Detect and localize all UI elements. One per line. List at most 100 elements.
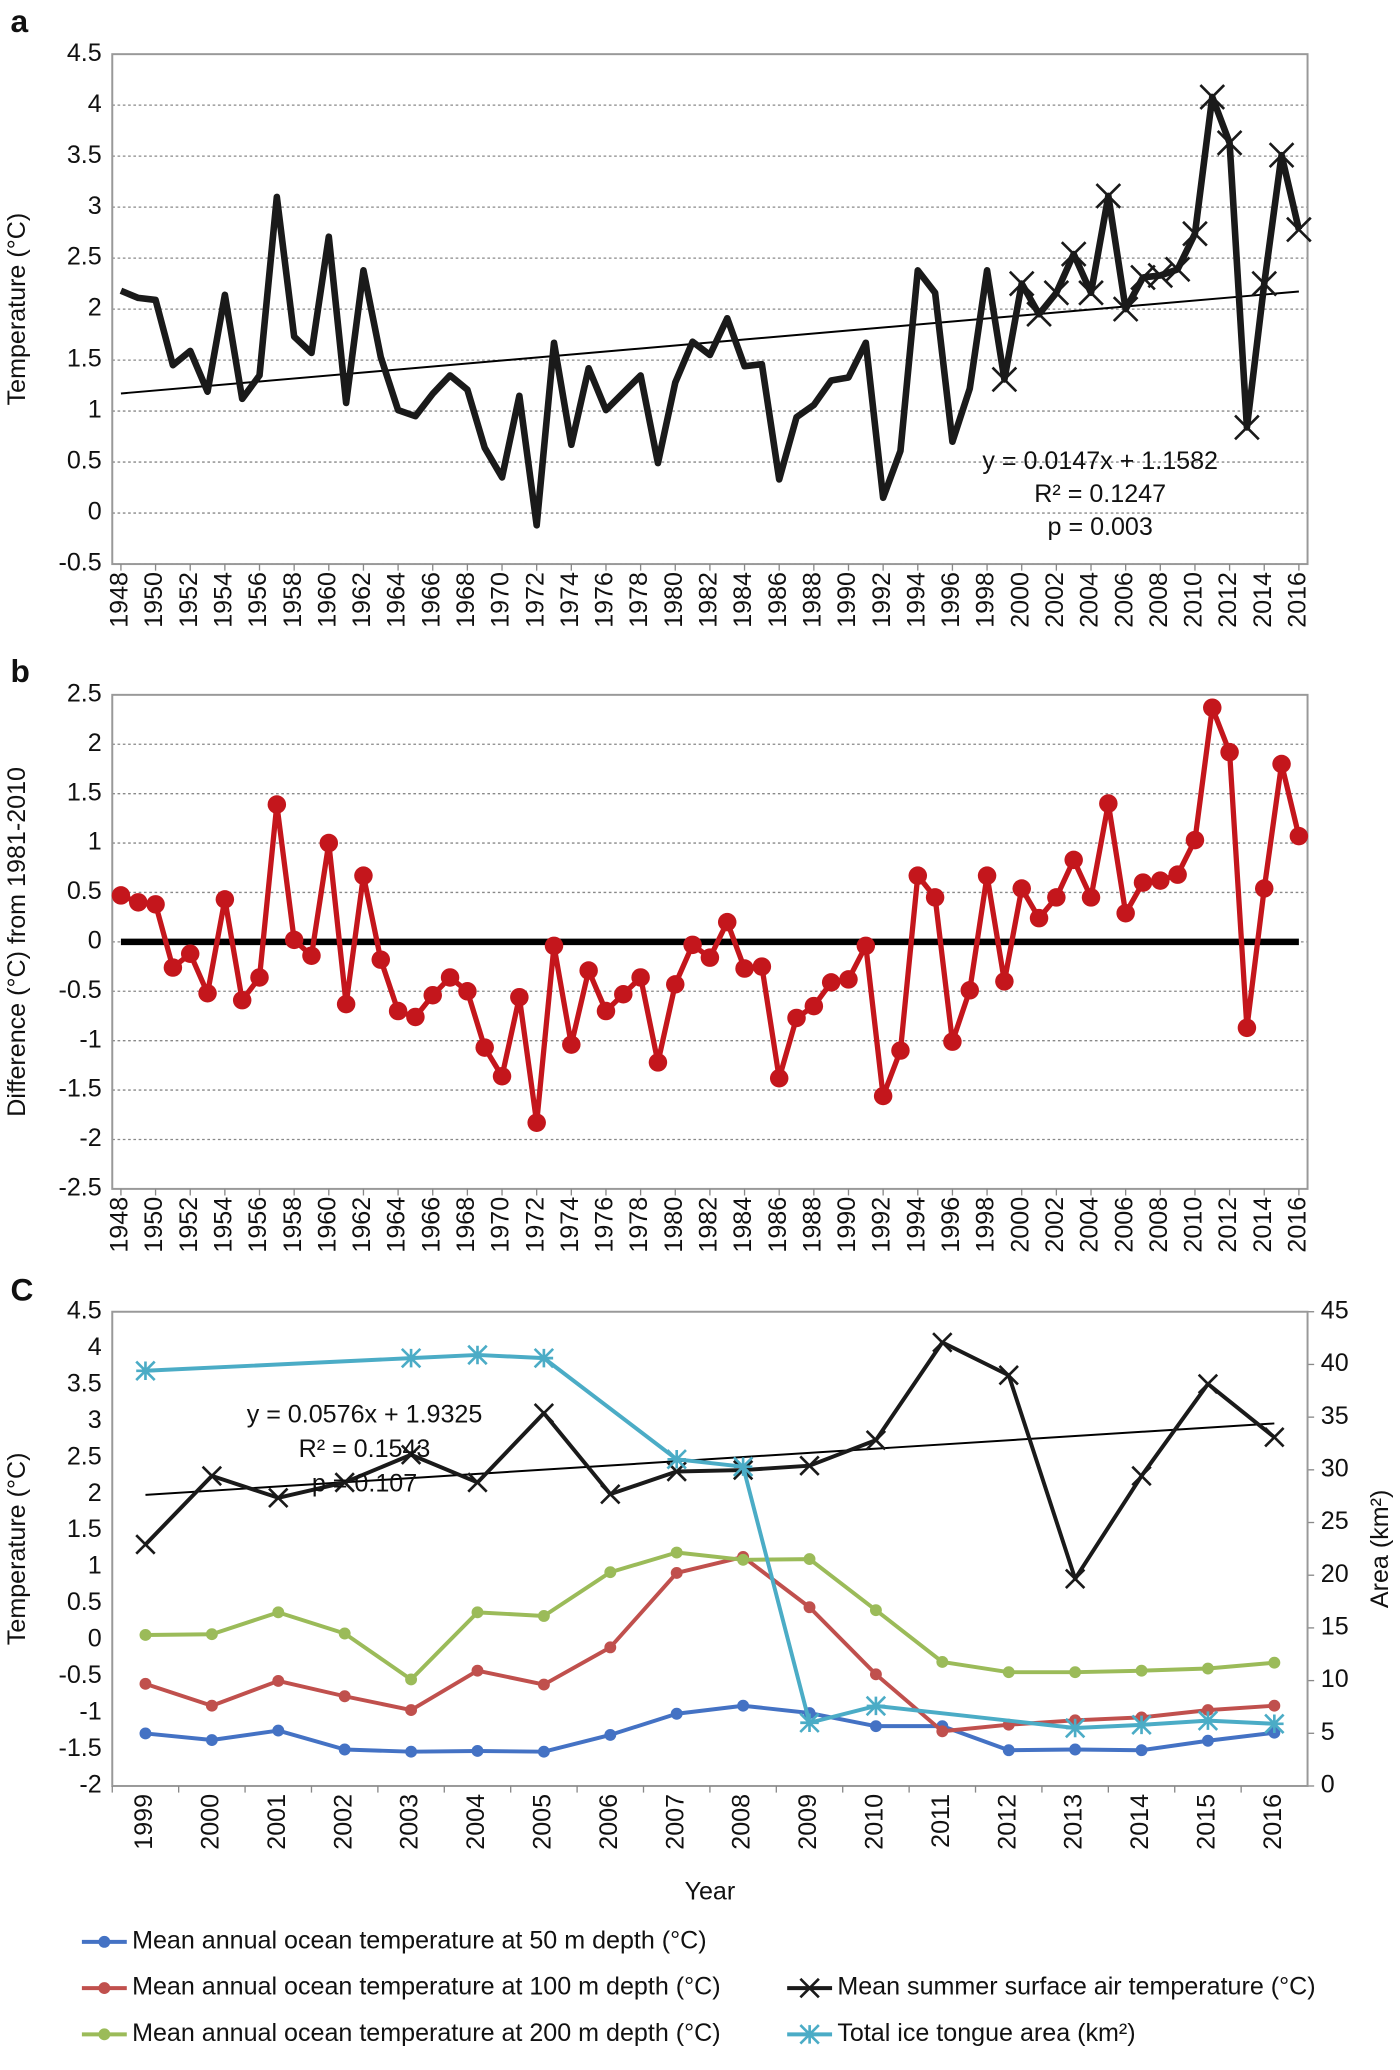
data-point	[752, 957, 772, 976]
data-point	[769, 1068, 789, 1088]
annotation: p = 0.003	[1048, 513, 1153, 541]
data-point	[666, 975, 685, 994]
annotation: R² = 0.1543	[299, 1435, 431, 1463]
data-point	[180, 944, 200, 963]
x-tick-label: 1956	[244, 572, 272, 628]
x-tick-label: 2003	[396, 1794, 424, 1850]
data-point	[700, 948, 720, 967]
x-tick-label: 1970	[487, 572, 515, 628]
y-axis-label: Temperature (°C)	[3, 1453, 31, 1646]
data-point	[936, 1656, 949, 1668]
y-tick-label: 1.5	[67, 1515, 102, 1543]
data-point	[336, 994, 356, 1014]
data-point	[371, 950, 391, 969]
y2-tick-label: 20	[1321, 1560, 1349, 1588]
data-point	[562, 1035, 581, 1054]
data-point	[732, 1456, 754, 1477]
y2-tick-label: 0	[1321, 1771, 1335, 1799]
x-tick-label: 1972	[521, 1197, 549, 1253]
y-tick-label: 0	[88, 926, 102, 954]
x-tick-label: 1994	[902, 572, 930, 628]
x-tick-label: 1986	[764, 1197, 792, 1253]
data-point	[533, 1347, 555, 1369]
x-tick-label: 1964	[383, 1197, 411, 1253]
y-tick-label: 0	[88, 498, 102, 526]
x-tick-label: 2004	[1076, 1197, 1104, 1253]
x-tick-label: 2002	[329, 1794, 357, 1850]
data-point	[475, 1038, 494, 1057]
data-point	[471, 1664, 484, 1677]
data-point	[129, 893, 148, 912]
x-tick-label: 1958	[279, 1197, 307, 1253]
data-point	[670, 1546, 683, 1559]
y2-tick-label: 30	[1321, 1454, 1349, 1482]
data-point	[1268, 142, 1295, 168]
data-point	[1168, 865, 1187, 884]
data-point	[1131, 1465, 1152, 1487]
data-point	[1133, 873, 1153, 892]
data-point	[1116, 903, 1135, 923]
data-point	[1220, 742, 1239, 762]
annotation: p = 0.107	[312, 1469, 417, 1497]
x-tick-label: 2000	[1006, 1197, 1034, 1253]
data-point	[865, 1695, 887, 1717]
x-tick-label: 1962	[348, 572, 376, 628]
data-point	[338, 1743, 351, 1756]
y-tick-label: -2	[79, 1771, 101, 1799]
x-tick-label: 2011	[927, 1794, 955, 1848]
data-point	[1201, 1734, 1214, 1747]
x-tick-label: 1962	[348, 1197, 376, 1253]
x-tick-label: 1974	[556, 572, 584, 628]
x-tick-label: 1999	[130, 1794, 158, 1850]
data-point	[406, 1007, 425, 1027]
data-point	[1008, 270, 1035, 297]
data-point	[537, 1610, 550, 1622]
x-tick-label: 2002	[1041, 1197, 1069, 1253]
data-point	[1237, 1018, 1257, 1038]
x-tick-label: 2014	[1249, 572, 1277, 628]
y-tick-label: -1	[79, 1025, 101, 1053]
y-tick-label: 4	[88, 90, 102, 118]
y2-tick-label: 25	[1321, 1507, 1349, 1535]
x-tick-label: 1950	[140, 572, 168, 628]
data-point	[467, 1472, 488, 1493]
data-point	[804, 996, 824, 1016]
data-point	[1164, 256, 1191, 283]
data-point	[527, 1113, 546, 1132]
x-tick-label: 1998	[972, 572, 1000, 628]
x-tick-label: 1994	[902, 1197, 930, 1253]
plot-frame	[111, 53, 1309, 566]
data-point	[683, 935, 702, 955]
annotation: y = 0.0576x + 1.9325	[247, 1401, 483, 1429]
x-tick-label: 1976	[591, 1197, 619, 1253]
data-point	[215, 890, 235, 909]
data-point	[232, 990, 252, 1010]
data-point	[139, 1629, 152, 1641]
x-tick-label: 1972	[521, 572, 549, 628]
data-point	[1234, 414, 1260, 441]
data-point	[135, 1360, 156, 1381]
x-tick-label: 2008	[1145, 572, 1173, 628]
x-tick-label: 1960	[313, 572, 341, 628]
y-tick-label: 0.5	[67, 877, 102, 905]
data-point	[670, 1707, 683, 1720]
data-point	[302, 946, 321, 965]
data-point	[458, 982, 477, 1001]
x-tick-label: 2012	[1214, 1197, 1242, 1253]
data-point	[537, 1678, 550, 1691]
data-point	[869, 1720, 882, 1733]
x-tick-label: 1976	[591, 572, 619, 628]
data-point	[604, 1728, 617, 1741]
data-point	[648, 1053, 668, 1072]
data-point	[1078, 279, 1104, 306]
data-point	[400, 1347, 422, 1369]
data-point	[1069, 1743, 1082, 1756]
y-tick-label: 4	[88, 1333, 102, 1361]
x-tick-label: 1950	[140, 1197, 168, 1253]
data-point	[471, 1606, 484, 1619]
data-point	[869, 1604, 882, 1617]
data-point	[319, 833, 339, 853]
data-point	[998, 1365, 1019, 1386]
x-tick-label: 2007	[661, 1794, 689, 1850]
x-tick-label: 1952	[175, 1197, 203, 1253]
